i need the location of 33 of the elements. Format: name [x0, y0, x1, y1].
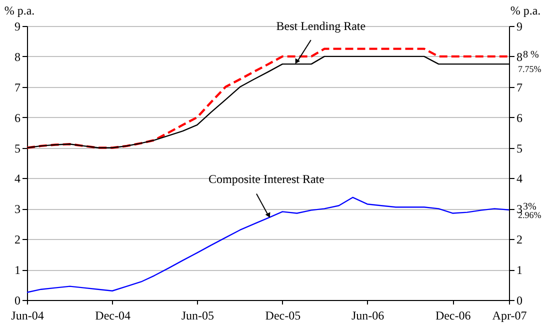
x-tick-label: Jun-04 — [11, 308, 44, 322]
annotation: 8 % — [523, 49, 539, 60]
y2-tick-label: 8 — [516, 50, 522, 64]
annotation: Best Lending Rate — [276, 19, 366, 34]
x-tick-label: Dec-06 — [435, 308, 471, 322]
y-tick-label: 7 — [14, 80, 20, 94]
y-tick-label: 6 — [14, 110, 20, 125]
y-tick-label: 3 — [14, 202, 20, 216]
y2-tick-label: 9 — [516, 20, 522, 34]
y2-tick-label: 4 — [516, 172, 522, 186]
y2-tick-label: 0 — [516, 294, 522, 308]
y2-tick-label: 7 — [516, 80, 522, 94]
y-tick-label: 5 — [14, 141, 20, 156]
x-tick-label: Apr-07 — [492, 308, 527, 322]
y-tick-label: 9 — [14, 20, 20, 34]
y-axis-title: % p.a. — [4, 4, 35, 18]
y2-axis-title: % p.a. — [510, 4, 541, 18]
y-tick-label: 8 — [14, 50, 20, 64]
y2-tick-label: 1 — [516, 263, 522, 278]
x-tick-label: Dec-05 — [265, 308, 301, 322]
annotation: Composite Interest Rate — [208, 172, 324, 186]
x-tick-label: Dec-04 — [95, 308, 130, 322]
y-tick-label: 1 — [14, 263, 20, 278]
x-tick-label: Jun-06 — [351, 308, 384, 322]
line-series — [26, 196, 510, 293]
y-tick-label: 4 — [14, 172, 20, 186]
y2-tick-label: 5 — [516, 141, 522, 156]
y2-tick-label: 2 — [516, 232, 522, 247]
y-tick-label: 0 — [14, 294, 20, 308]
y2-tick-label: 6 — [516, 110, 522, 125]
y-tick-label: 2 — [14, 232, 20, 247]
x-tick-label: Jun-05 — [181, 308, 214, 322]
annotation: 7.75% — [518, 64, 542, 74]
